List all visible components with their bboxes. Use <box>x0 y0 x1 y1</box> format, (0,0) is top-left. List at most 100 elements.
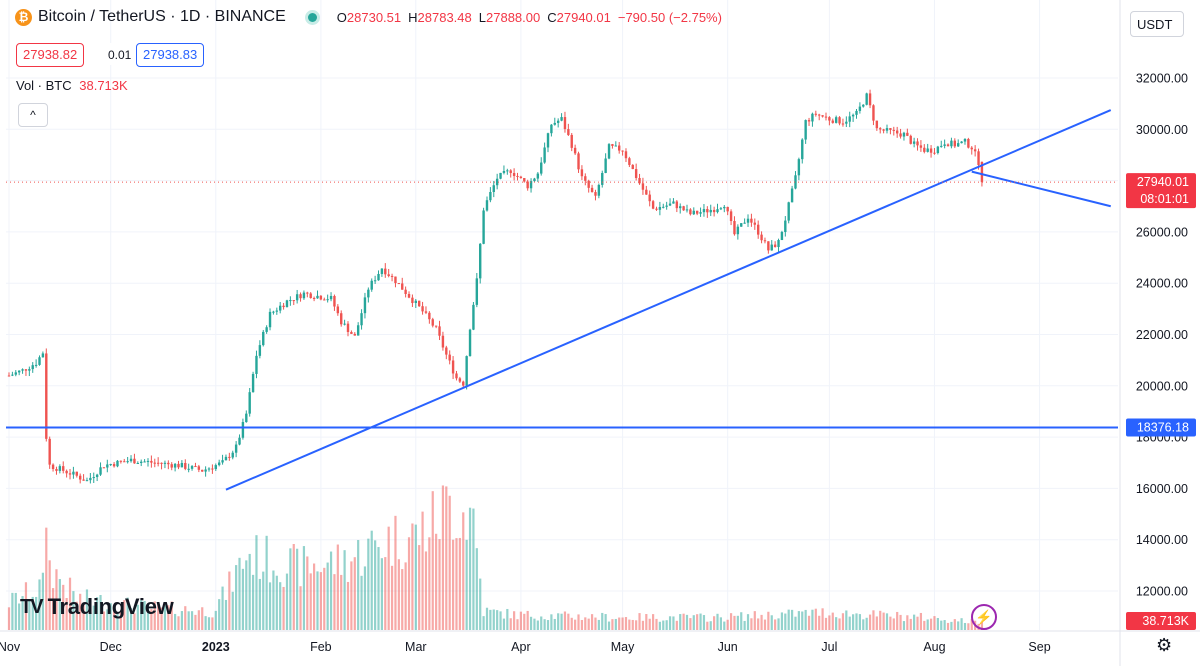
volume-bar <box>940 620 943 630</box>
buy-price-button[interactable]: 27938.83 <box>136 43 205 67</box>
volume-bar <box>7 607 11 630</box>
tradingview-logo[interactable]: TV TradingView <box>20 594 174 620</box>
market-status-dot[interactable] <box>307 12 317 22</box>
volume-bar <box>841 613 845 630</box>
candle-body <box>709 209 712 213</box>
candle-body <box>387 274 390 276</box>
candle-body <box>848 116 851 122</box>
volume-bar <box>702 615 706 630</box>
volume-bar <box>811 609 814 630</box>
candle-body <box>838 117 841 124</box>
candle-body <box>485 200 489 211</box>
candle-body <box>285 300 289 308</box>
ohlc-value: 28730.51 <box>346 9 402 25</box>
volume-bar <box>160 607 163 630</box>
volume-bar <box>628 619 631 630</box>
candle-body <box>899 133 902 137</box>
candle-body <box>89 477 92 481</box>
volume-bar <box>753 611 756 630</box>
candle-body <box>794 175 797 189</box>
candle-body <box>695 210 699 214</box>
volume-bar <box>716 613 719 630</box>
candle-body <box>658 207 662 210</box>
candle-body <box>923 147 926 152</box>
x-tick-label: 2023 <box>202 640 230 654</box>
volume-bar <box>319 572 322 630</box>
candle-body <box>126 461 129 463</box>
volume-bar <box>618 617 621 630</box>
volume-bar <box>289 548 292 630</box>
volume-bar <box>228 571 231 630</box>
volume-bar <box>913 614 916 630</box>
volume-bar <box>377 547 380 630</box>
candle-body <box>224 456 228 461</box>
candle-body <box>912 141 916 144</box>
volume-bar <box>248 553 251 630</box>
y-tick-label: 22000.00 <box>1136 328 1188 342</box>
volume-bar <box>479 578 482 630</box>
settings-gear-icon[interactable]: ⚙ <box>1156 635 1173 655</box>
volume-bar <box>828 615 831 630</box>
candle-body <box>68 473 72 475</box>
candle-body <box>587 180 590 188</box>
y-tick-label: 26000.00 <box>1136 225 1188 239</box>
volume-bar <box>309 573 312 630</box>
candle-body <box>692 210 695 215</box>
volume-bar <box>465 539 468 630</box>
symbol-title[interactable]: Bitcoin / TetherUS · 1D · BINANCE <box>38 8 286 25</box>
candle-body <box>163 462 167 464</box>
x-tick-label: Sep <box>1028 640 1050 654</box>
volume-bar <box>299 586 302 630</box>
volume-bar <box>238 557 241 630</box>
volume-bar <box>668 616 672 630</box>
volume-bar <box>709 621 712 630</box>
candle-body <box>295 294 299 301</box>
lightning-icon[interactable]: ⚡ <box>971 604 997 630</box>
candle-body <box>679 206 682 209</box>
volume-bar <box>770 615 773 630</box>
candle-body <box>868 93 872 106</box>
candle-body <box>421 306 424 312</box>
volume-bar <box>916 616 919 630</box>
sell-price-button[interactable]: 27938.82 <box>16 43 85 67</box>
projection-line <box>971 170 1111 208</box>
candle-body <box>150 460 153 463</box>
volume-bar <box>584 617 587 630</box>
volume-bar <box>343 550 346 630</box>
volume-bar <box>516 619 519 630</box>
volume-bar <box>960 618 963 630</box>
candle-body <box>248 392 251 414</box>
candle-body <box>580 169 584 177</box>
volume-bar <box>451 539 455 630</box>
candle-body <box>729 211 733 222</box>
volume-bar <box>909 618 912 630</box>
candle-body <box>65 470 68 474</box>
volume-bar <box>906 615 909 630</box>
volume-bar <box>658 621 661 630</box>
candle-body <box>41 353 45 358</box>
volume-bar <box>675 620 678 630</box>
candle-body <box>245 413 248 423</box>
volume-bar <box>814 608 817 630</box>
candle-body <box>451 360 455 374</box>
candle-body <box>492 185 495 193</box>
candle-body <box>211 468 214 470</box>
volume-bar <box>109 603 112 630</box>
candle-body <box>231 452 234 458</box>
candle-body <box>540 162 543 174</box>
candle-body <box>336 306 340 314</box>
volume-badge-bg <box>1126 612 1196 630</box>
volume-bar <box>140 600 143 630</box>
collapse-legend-button[interactable]: ^ <box>18 103 48 127</box>
currency-selector[interactable]: USDT <box>1130 11 1184 37</box>
candle-body <box>638 178 641 184</box>
candle-body <box>312 297 316 299</box>
candle-body <box>417 300 421 307</box>
candle-body <box>282 305 285 308</box>
volume-bar <box>65 597 68 630</box>
volume-bar <box>679 614 682 630</box>
volume-bar <box>736 615 739 630</box>
tradingview-logo-icon: TV <box>20 595 44 618</box>
candle-body <box>556 120 560 123</box>
